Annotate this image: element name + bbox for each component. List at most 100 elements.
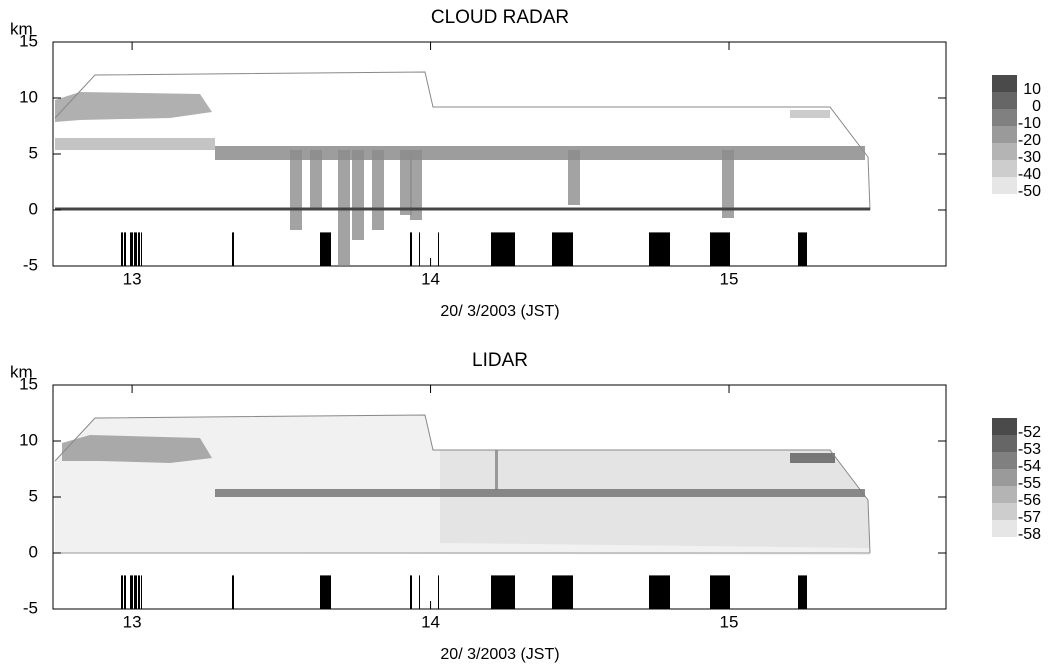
rain-flag [410,575,412,609]
x-tick-label: 13 [123,612,142,631]
rain-flag [552,232,573,266]
y-tick-label: 15 [19,374,38,393]
rain-flag [138,232,140,266]
y-tick-label: 10 [19,87,38,106]
x-tick-label: 14 [421,612,440,631]
colorbar-cell [992,92,1017,109]
colorbar-label: -57 [1018,509,1041,526]
colorbar-cell [992,177,1017,194]
rain-flag [141,232,142,266]
fallstreak [310,150,322,208]
rain-flag [138,575,140,609]
rain-flag [491,232,515,266]
rain-flag [320,232,331,266]
y-tick-label: 0 [29,542,38,561]
colorbar-label: -10 [1018,115,1041,132]
rain-flag [121,232,123,266]
rain-flag [710,232,730,266]
rain-flag [798,575,807,609]
cloud [55,92,212,122]
y-axis-label: km [10,19,33,38]
colorbar-label: -53 [1018,441,1041,458]
rain-flag [124,575,126,609]
colorbar-cell [992,435,1017,452]
y-axis-label: km [10,362,33,381]
rain-flag [134,575,137,609]
rain-flag [710,575,730,609]
y-tick-label: 5 [29,143,38,162]
signal-top [54,414,871,554]
rain-flag [552,575,573,609]
colorbar-label: 0 [1032,98,1041,115]
fallstreak [290,150,302,230]
x-tick-label: 15 [720,612,739,631]
rain-flag [649,575,670,609]
x-tick-label: 15 [720,269,739,288]
colorbar-label: -50 [1018,183,1041,200]
cloud [790,110,830,118]
fallstreak [410,150,422,220]
colorbar-label: -30 [1018,149,1041,166]
rain-flag [438,575,439,609]
colorbar-cell [992,418,1017,435]
colorbar-cell [992,520,1017,537]
rain-flag [798,232,807,266]
colorbar-cell [992,143,1017,160]
y-tick-label: 10 [19,430,38,449]
colorbar-cell [992,469,1017,486]
x-axis-label: 20/ 3/2003 (JST) [440,646,559,663]
rain-flag [419,575,420,609]
fallstreak [568,150,580,205]
x-axis-label: 20/ 3/2003 (JST) [440,303,559,320]
y-tick-label: 15 [19,31,38,50]
colorbar-label: -58 [1018,526,1041,543]
colorbar-label: 10 [1023,81,1041,98]
colorbar-cell [992,75,1017,92]
fallstreak [352,150,364,240]
fallstreak [400,150,412,215]
rain-flag [649,232,670,266]
colorbar-label: -52 [1018,424,1041,441]
colorbar-label: -20 [1018,132,1041,149]
rain-flag [121,575,123,609]
rain-flag [410,232,412,266]
cloud [62,435,212,463]
x-tick-label: 13 [123,269,142,288]
rain-flag [134,232,137,266]
y-tick-label: -5 [23,255,38,274]
colorbar-label: -40 [1018,166,1041,183]
rain-flag [419,232,420,266]
y-tick-label: 5 [29,486,38,505]
colorbar-cell [992,452,1017,469]
chart-title: CLOUD RADAR [431,7,569,28]
colorbar-label: -56 [1018,492,1041,509]
y-tick-label: 0 [29,199,38,218]
colorbar-label: -54 [1018,458,1041,475]
rain-flag [130,575,133,609]
x-tick-label: 14 [421,269,440,288]
rain-flag [320,575,331,609]
colorbar-cell [992,109,1017,126]
rain-flag [124,232,126,266]
rain-flag [141,575,142,609]
colorbar-cell [992,126,1017,143]
cloud [55,138,215,150]
fallstreak [372,150,384,230]
signal-top [54,71,871,211]
rain-flag [130,232,133,266]
rain-flag [232,232,234,266]
colorbar-cell [992,486,1017,503]
colorbar-label: -55 [1018,475,1041,492]
cloud-layer [215,489,865,497]
colorbar-cell [992,503,1017,520]
chart-title: LIDAR [472,350,528,371]
rain-flag [232,575,234,609]
fallstreak [722,150,734,218]
cloud [495,450,498,490]
signal-area [440,450,870,548]
colorbar-cell [992,160,1017,177]
cloud [790,453,835,463]
rain-flag [438,232,439,266]
rain-flag [491,575,515,609]
